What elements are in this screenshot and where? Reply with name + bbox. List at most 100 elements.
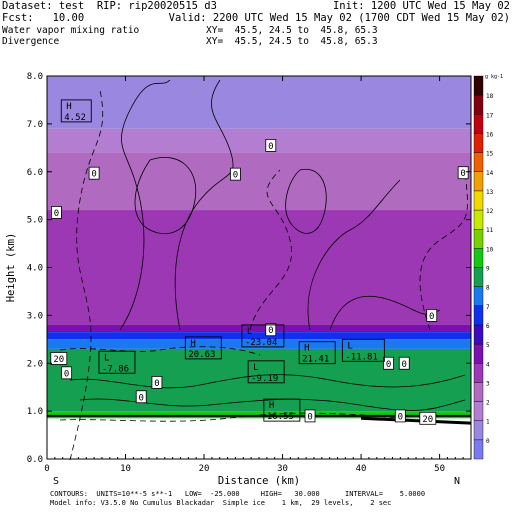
moisture-band-0 <box>47 76 471 129</box>
contour-label-box-2 <box>230 167 241 181</box>
colorbar-label-17: 17 <box>486 112 494 119</box>
header-init: Init: 1200 UTC Wed 15 May 02 <box>332 0 510 12</box>
contour-label-box-6 <box>265 323 277 337</box>
colorbar-label-11: 11 <box>486 227 494 234</box>
contour-label-1: 0 <box>268 142 273 152</box>
extremum-value-0: 4.52 <box>64 113 86 123</box>
contour-line-5 <box>329 296 441 331</box>
x-axis-label: Distance (km) <box>218 475 300 487</box>
colorbar-label-18: 18 <box>486 93 494 100</box>
header-field2: Divergence <box>2 36 60 47</box>
x-tick-label-3: 30 <box>277 464 288 474</box>
x-tick-label-4: 40 <box>356 464 367 474</box>
y-tick-label-3: 3.0 <box>27 311 43 321</box>
colorbar-label-15: 15 <box>486 151 494 158</box>
y-tick-label-0: 0.0 <box>27 455 43 465</box>
contour-label-box-14 <box>394 409 406 423</box>
colorbar-unit: g kg-1 <box>485 74 503 80</box>
divergence-contours <box>59 79 468 461</box>
extremum-value-4: -11.81 <box>345 352 378 362</box>
header-field1: Water vapor mixing ratio <box>2 25 140 36</box>
extremum-value-1: -23.04 <box>245 338 278 348</box>
y-tick-label-5: 5.0 <box>27 216 43 226</box>
contour-label-7: 20 <box>53 355 64 365</box>
contour-line-9 <box>59 346 261 356</box>
colorbar-label-0: 0 <box>486 438 490 445</box>
extremum-box-5 <box>98 350 136 374</box>
moisture-band-4 <box>47 324 471 333</box>
y-tick-label-2: 2.0 <box>27 359 43 369</box>
contour-label-box-8 <box>61 366 73 380</box>
colorbar-swatch-1 <box>473 420 484 441</box>
contour-label-box-0 <box>88 166 100 180</box>
colorbar-swatch-7 <box>473 305 484 326</box>
colorbar-swatch-19 <box>473 75 484 96</box>
contour-label-4: 0 <box>54 209 59 219</box>
colorbar-label-7: 7 <box>486 304 490 311</box>
extremum-letter-4: L <box>347 341 352 351</box>
contour-label-box-7 <box>50 352 68 365</box>
south-label: S <box>53 476 59 487</box>
y-tick-label-1: 1.0 <box>27 407 43 417</box>
colorbar-swatch-13 <box>473 190 484 211</box>
contour-line-3 <box>249 169 292 331</box>
contour-label-8: 0 <box>64 369 69 379</box>
contour-line-6 <box>419 169 468 331</box>
header-dataset: Dataset: test RIP: rip20020515 d3 <box>2 0 217 12</box>
contour-line-0 <box>69 89 104 461</box>
contour-label-box-3 <box>457 166 469 180</box>
contour-line-8 <box>285 168 327 234</box>
colorbar-label-5: 5 <box>486 342 490 349</box>
contour-label-5: 0 <box>429 312 434 322</box>
colorbar-swatch-14 <box>473 171 484 192</box>
contour-line-7 <box>134 157 197 235</box>
contour-label-box-5 <box>426 308 438 322</box>
colorbar-swatch-2 <box>473 401 484 421</box>
contour-label-box-4 <box>51 206 62 219</box>
y-axis-label: Height (km) <box>5 233 17 303</box>
footer-contours: CONTOURS: UNITS=10**-5 s**-1 LOW= -25.00… <box>50 490 426 498</box>
colorbar-swatch-3 <box>473 382 484 402</box>
colorbar-swatch-12 <box>473 209 484 230</box>
colorbar-label-14: 14 <box>486 170 494 177</box>
extremum-box-6 <box>247 360 285 384</box>
moisture-band-6 <box>47 339 471 349</box>
extremum-letter-7: H <box>269 401 274 411</box>
colorbar-label-16: 16 <box>486 131 494 138</box>
x-tick-label-1: 10 <box>120 464 131 474</box>
extremum-letter-6: L <box>253 363 258 373</box>
extremum-letter-5: L <box>104 353 109 363</box>
contour-label-11: 0 <box>386 360 391 370</box>
y-tick-label-7: 7.0 <box>27 120 43 130</box>
header-valid: Valid: 2200 UTC Wed 15 May 02 (1700 CDT … <box>168 12 510 24</box>
moisture-band-5 <box>47 332 471 340</box>
moisture-band-3 <box>47 210 471 325</box>
colorbar-swatch-0 <box>473 439 484 460</box>
extremum-value-7: 16.55 <box>267 412 294 422</box>
extremum-letter-2: H <box>190 339 195 349</box>
extremum-letter-0: H <box>66 102 71 112</box>
moisture-band-8 <box>47 411 471 419</box>
colorbar-label-2: 2 <box>486 400 490 407</box>
contour-label-13: 0 <box>307 412 312 422</box>
colorbar-label-13: 13 <box>486 189 494 196</box>
extremum-letter-1: L <box>247 327 252 337</box>
colorbar-swatch-10 <box>473 248 484 268</box>
contour-label-box-15 <box>419 411 437 425</box>
colorbar-label-8: 8 <box>486 285 490 292</box>
contour-label-9: 0 <box>154 379 159 389</box>
colorbar-swatch-11 <box>473 228 484 249</box>
extremum-box-4 <box>341 338 385 362</box>
extremum-box-0 <box>60 99 92 123</box>
contour-line-4 <box>307 179 401 331</box>
contour-line-1 <box>119 79 171 331</box>
y-tick-label-4: 4.0 <box>27 264 43 274</box>
colorbar-label-12: 12 <box>486 208 494 215</box>
extremum-box-2 <box>184 336 222 360</box>
contour-label-box-12 <box>398 356 410 370</box>
contour-label-12: 0 <box>402 360 407 370</box>
header-forecast: Fcst: 10.00 <box>2 12 85 24</box>
extremum-box-3 <box>298 341 336 365</box>
extremum-letter-3: H <box>304 344 309 354</box>
